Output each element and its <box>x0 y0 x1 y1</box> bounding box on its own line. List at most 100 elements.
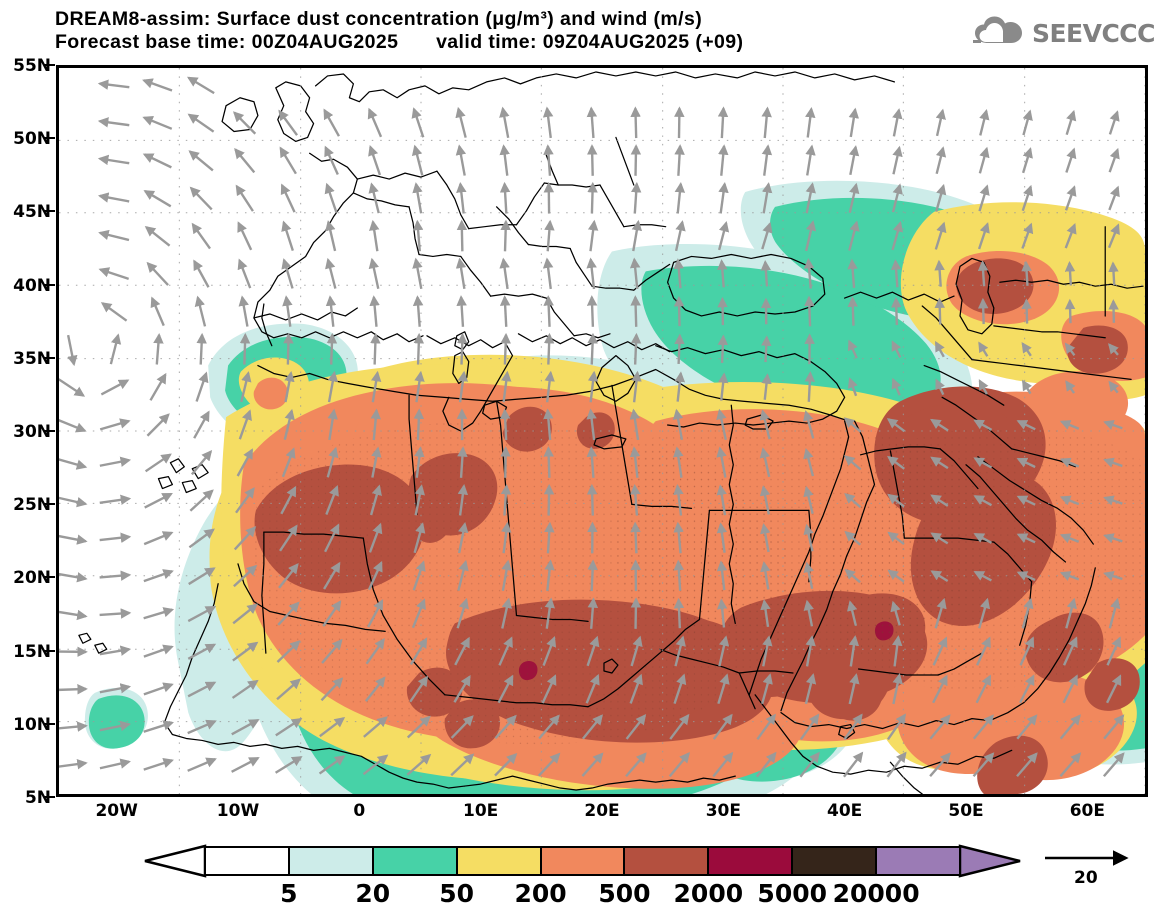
wind-arrow <box>462 222 463 252</box>
lat-tick-label: 40N <box>5 276 51 296</box>
wind-arrow <box>853 298 854 325</box>
wind-arrow <box>1026 300 1027 323</box>
wind-arrow <box>462 335 463 365</box>
wind-arrow <box>809 298 810 327</box>
colorbar-cell[interactable] <box>457 846 541 876</box>
wind-arrow <box>765 337 766 362</box>
lat-tick-label: 15N <box>5 642 51 662</box>
wind-arrow <box>418 410 419 440</box>
wind-arrow <box>1070 301 1071 324</box>
lat-tick-label: 10N <box>5 715 51 735</box>
lat-tick-mark <box>44 64 55 66</box>
lat-tick-mark <box>44 796 55 798</box>
wind-arrow <box>636 146 637 176</box>
lon-tick-label: 20E <box>567 801 637 821</box>
base-time-label: Forecast base time: <box>55 31 246 53</box>
wind-arrow <box>505 222 506 252</box>
wind-arrow <box>548 297 549 327</box>
wind-arrow <box>679 600 680 628</box>
colorbar-cell[interactable] <box>541 846 625 876</box>
lon-tick-label: 20W <box>82 801 152 821</box>
wind-arrow <box>592 561 593 591</box>
colorbar-value-label: 2000 <box>663 879 753 908</box>
wind-arrow <box>548 335 549 365</box>
lat-tick-mark <box>44 357 55 359</box>
cloud-icon <box>973 16 1025 51</box>
colorbar-cell[interactable] <box>876 846 960 876</box>
lat-tick-label: 45N <box>5 202 51 222</box>
wind-arrow <box>505 335 506 365</box>
lat-tick-mark <box>44 723 55 725</box>
wind-arrow <box>896 299 897 325</box>
wind-arrow <box>635 524 636 554</box>
colorbar-value-label: 5 <box>244 879 334 908</box>
seevccc-logo: SEEVCCC <box>973 16 1155 50</box>
wind-arrow <box>549 486 550 516</box>
lat-tick-mark <box>44 503 55 505</box>
lat-tick-label: 30N <box>5 422 51 442</box>
colorbar-cell[interactable] <box>624 846 708 876</box>
valid-time-label: valid time: <box>436 31 537 53</box>
logo-text: SEEVCCC <box>1032 19 1155 48</box>
wind-arrow <box>722 336 723 362</box>
colorbar-value-label: 500 <box>579 879 669 908</box>
lat-tick-label: 5N <box>5 788 51 808</box>
wind-arrow <box>809 373 810 402</box>
lon-tick-label: 60E <box>1052 801 1122 821</box>
colorbar-cells[interactable] <box>205 846 960 876</box>
wind-arrow <box>592 297 593 327</box>
lat-tick-mark <box>44 430 55 432</box>
wind-arrow <box>635 335 636 365</box>
wind-arrow <box>244 335 245 365</box>
lat-tick-mark <box>44 650 55 652</box>
lon-tick-label: 10E <box>446 801 516 821</box>
wind-arrow <box>1113 263 1114 285</box>
forecast-time-line: Forecast base time: 00Z04AUG2025 valid t… <box>55 31 743 54</box>
page-title: DREAM8-assim: Surface dust concentration… <box>55 8 702 31</box>
wind-arrow <box>592 146 593 176</box>
colorbar-value-label: 5000 <box>747 879 837 908</box>
wind-arrow <box>635 297 636 327</box>
colorbar-value-label: 50 <box>412 879 502 908</box>
wind-arrow <box>983 262 985 286</box>
valid-time-value: 09Z04AUG2025 <box>543 31 690 53</box>
wind-arrow <box>983 300 984 324</box>
lat-tick-label: 50N <box>5 129 51 149</box>
lead-time-value: (+09) <box>695 31 743 53</box>
chart-header: DREAM8-assim: Surface dust concentration… <box>0 0 1165 62</box>
colorbar-cell[interactable] <box>373 846 457 876</box>
colorbar-cell[interactable] <box>792 846 876 876</box>
wind-scale-label: 20 <box>1074 868 1098 888</box>
colorbar-cell[interactable] <box>289 846 373 876</box>
wind-arrow <box>548 448 549 478</box>
wind-arrow <box>1026 263 1027 286</box>
lon-tick-label: 40E <box>810 801 880 821</box>
wind-arrow <box>679 335 680 363</box>
wind-arrow <box>592 486 593 516</box>
colorbar-cell[interactable] <box>708 846 792 876</box>
lat-tick-mark <box>44 576 55 578</box>
dust-concentration-map[interactable] <box>56 65 1148 797</box>
lon-tick-label: 50E <box>931 801 1001 821</box>
lon-tick-label: 10W <box>203 801 273 821</box>
wind-arrow <box>1113 301 1114 323</box>
lat-tick-label: 25N <box>5 495 51 515</box>
wind-arrow <box>288 335 289 365</box>
colorbar-over-arrow <box>960 846 1020 876</box>
wind-arrow <box>635 108 636 138</box>
colorbar-cell[interactable] <box>205 846 289 876</box>
lat-tick-label: 20N <box>5 568 51 588</box>
lat-tick-mark <box>44 284 55 286</box>
lon-tick-label: 30E <box>688 801 758 821</box>
colorbar-value-label: 20000 <box>831 879 921 908</box>
lon-tick-label: 0 <box>324 801 394 821</box>
wind-arrow <box>939 299 940 324</box>
lat-tick-label: 35N <box>5 349 51 369</box>
colorbar-under-arrow <box>145 846 205 876</box>
wind-arrow <box>375 335 376 365</box>
colorbar-value-label: 200 <box>496 879 586 908</box>
wind-arrow <box>592 184 593 214</box>
wind-arrow <box>592 335 593 365</box>
wind-arrow <box>201 335 202 365</box>
